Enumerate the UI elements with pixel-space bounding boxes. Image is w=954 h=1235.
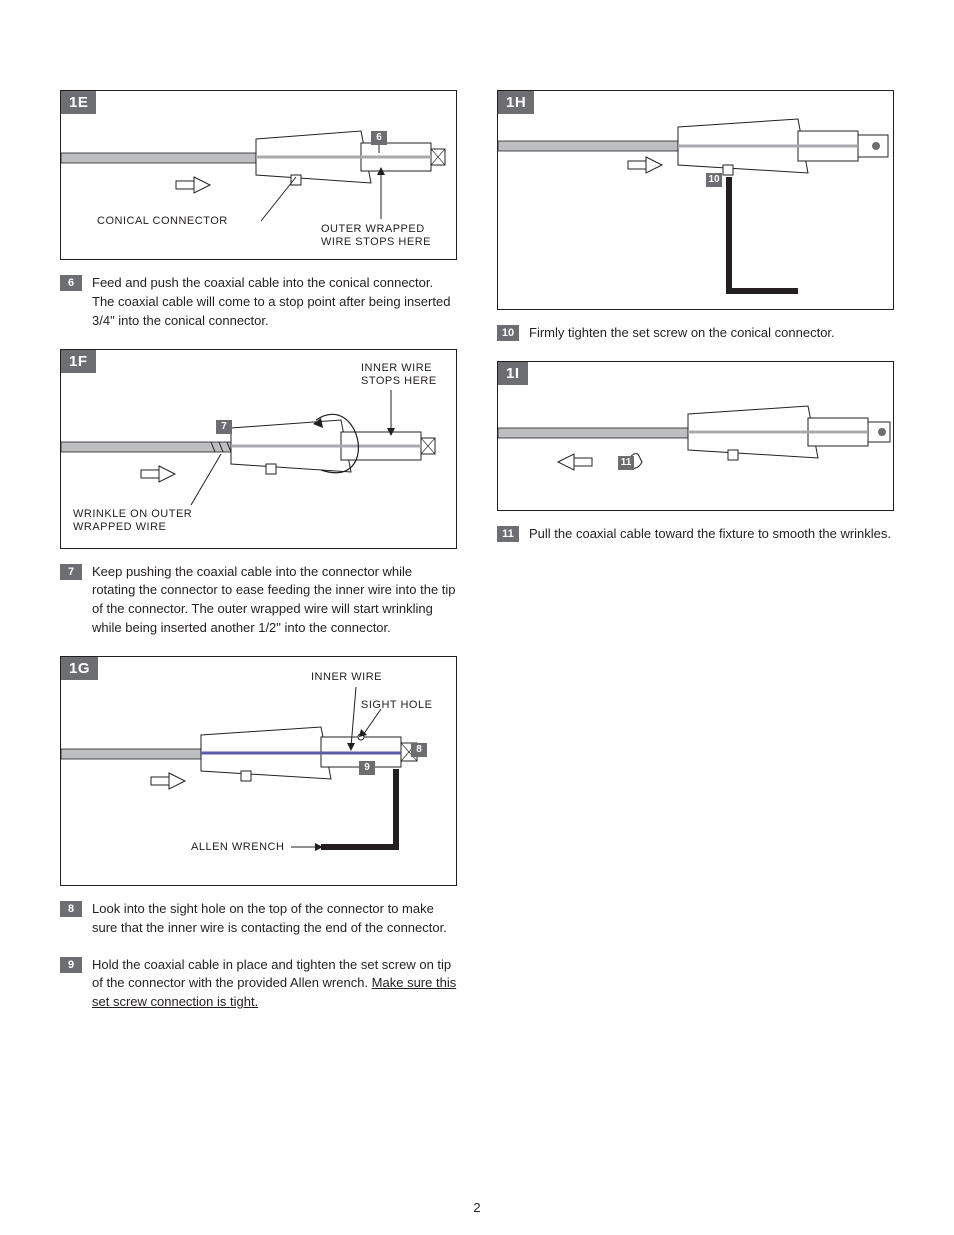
step-7: 7 Keep pushing the coaxial cable into th… xyxy=(60,563,457,638)
figure-1f: 1F xyxy=(60,349,457,549)
callout-number: 10 xyxy=(706,173,722,187)
diagram-icon xyxy=(498,362,896,510)
label-conical-connector: CONICAL CONNECTOR xyxy=(97,215,228,227)
label-inner-stops-1: INNER WIRE xyxy=(361,362,432,374)
page: 1E xyxy=(0,0,954,1235)
step-number: 11 xyxy=(497,526,519,542)
step-number: 9 xyxy=(60,957,82,973)
callout-number: 11 xyxy=(618,456,634,470)
step-9: 9 Hold the coaxial cable in place and ti… xyxy=(60,956,457,1013)
step-10: 10 Firmly tighten the set screw on the c… xyxy=(497,324,894,343)
callout-number: 7 xyxy=(216,420,232,434)
diagram-icon xyxy=(498,91,896,309)
callout-number: 8 xyxy=(411,743,427,757)
label-sight-hole: SIGHT HOLE xyxy=(361,699,432,711)
step-text: Pull the coaxial cable toward the fixtur… xyxy=(529,525,894,544)
left-column: 1E xyxy=(60,90,457,1030)
step-text: Keep pushing the coaxial cable into the … xyxy=(92,563,457,638)
step-6: 6 Feed and push the coaxial cable into t… xyxy=(60,274,457,331)
columns: 1E xyxy=(60,90,894,1030)
step-11: 11 Pull the coaxial cable toward the fix… xyxy=(497,525,894,544)
figure-1e: 1E xyxy=(60,90,457,260)
label-outer-stops-2: WIRE STOPS HERE xyxy=(321,236,431,248)
step-text: Hold the coaxial cable in place and tigh… xyxy=(92,956,457,1013)
figure-1i: 1I xyxy=(497,361,894,511)
step-number: 10 xyxy=(497,325,519,341)
label-inner-stops-2: STOPS HERE xyxy=(361,375,437,387)
step-text: Feed and push the coaxial cable into the… xyxy=(92,274,457,331)
right-column: 1H xyxy=(497,90,894,1030)
step-number: 8 xyxy=(60,901,82,917)
label-wrinkle-1: WRINKLE ON OUTER xyxy=(73,508,192,520)
step-text: Firmly tighten the set screw on the coni… xyxy=(529,324,894,343)
step-8: 8 Look into the sight hole on the top of… xyxy=(60,900,457,938)
label-outer-stops-1: OUTER WRAPPED xyxy=(321,223,425,235)
figure-1h: 1H xyxy=(497,90,894,310)
callout-number: 9 xyxy=(359,761,375,775)
callout-number: 6 xyxy=(371,131,387,145)
step-number: 6 xyxy=(60,275,82,291)
label-wrinkle-2: WRAPPED WIRE xyxy=(73,521,166,533)
page-number: 2 xyxy=(0,1200,954,1215)
label-allen-wrench: ALLEN WRENCH xyxy=(191,841,284,853)
step-number: 7 xyxy=(60,564,82,580)
step-text: Look into the sight hole on the top of t… xyxy=(92,900,457,938)
figure-1g: 1G xyxy=(60,656,457,886)
label-inner-wire: INNER WIRE xyxy=(311,671,382,683)
